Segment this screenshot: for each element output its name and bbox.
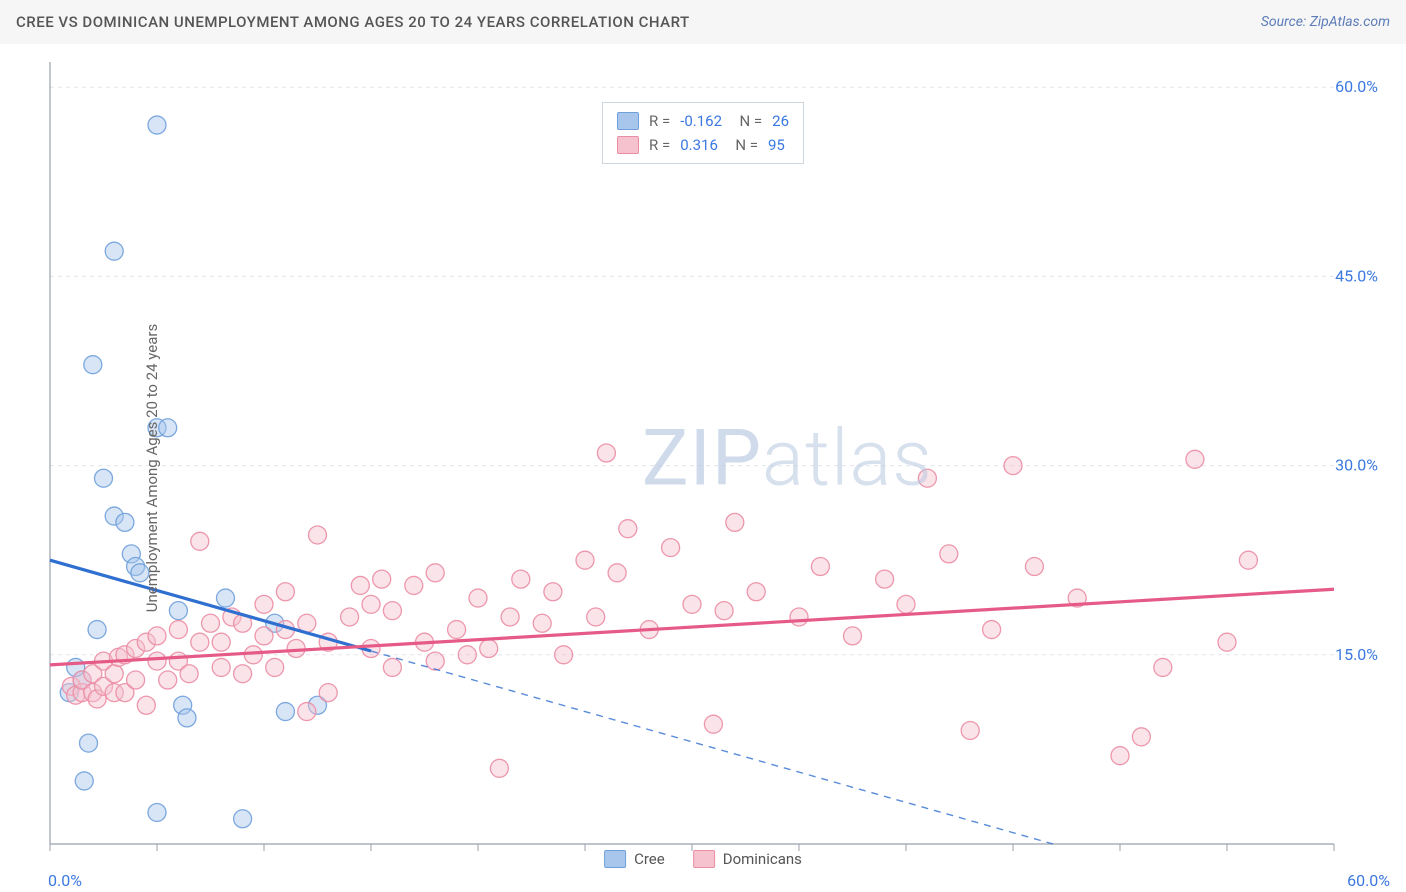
stats-row-dominicans: R = 0.316 N = 95 [617,133,789,157]
scatter-plot: 15.0% 30.0% 45.0% 60.0% [0,44,1406,892]
r-label: R = [649,109,670,133]
legend: Cree Dominicans [604,850,802,868]
legend-item-dominicans: Dominicans [693,850,802,868]
svg-text:30.0%: 30.0% [1335,456,1378,475]
r-value-dominicans: 0.316 [680,133,718,157]
chart-title: CREE VS DOMINICAN UNEMPLOYMENT AMONG AGE… [16,13,690,31]
n-value-cree: 26 [772,109,789,133]
swatch-dominicans [617,136,639,154]
y-axis-label: Unemployment Among Ages 20 to 24 years [143,324,161,612]
correlation-stats-box: R = -0.162 N = 26 R = 0.316 N = 95 [602,102,804,164]
chart-area: Unemployment Among Ages 20 to 24 years 1… [0,44,1406,892]
legend-label-dominicans: Dominicans [723,850,802,868]
n-label: N = [732,109,762,133]
r-label: R = [649,133,670,157]
svg-text:15.0%: 15.0% [1335,645,1378,664]
legend-label-cree: Cree [634,850,665,868]
swatch-cree [617,112,639,130]
svg-text:45.0%: 45.0% [1335,266,1378,285]
x-axis-min-label: 0.0% [48,871,82,890]
legend-swatch-cree [604,850,626,868]
x-axis-max-label: 60.0% [1347,871,1390,890]
stats-row-cree: R = -0.162 N = 26 [617,109,789,133]
legend-item-cree: Cree [604,850,665,868]
r-value-cree: -0.162 [680,109,722,133]
svg-text:60.0%: 60.0% [1335,77,1378,96]
n-label: N = [728,133,758,157]
chart-header: CREE VS DOMINICAN UNEMPLOYMENT AMONG AGE… [0,0,1406,44]
n-value-dominicans: 95 [768,133,785,157]
legend-swatch-dominicans [693,850,715,868]
source-attribution: Source: ZipAtlas.com [1261,14,1390,30]
